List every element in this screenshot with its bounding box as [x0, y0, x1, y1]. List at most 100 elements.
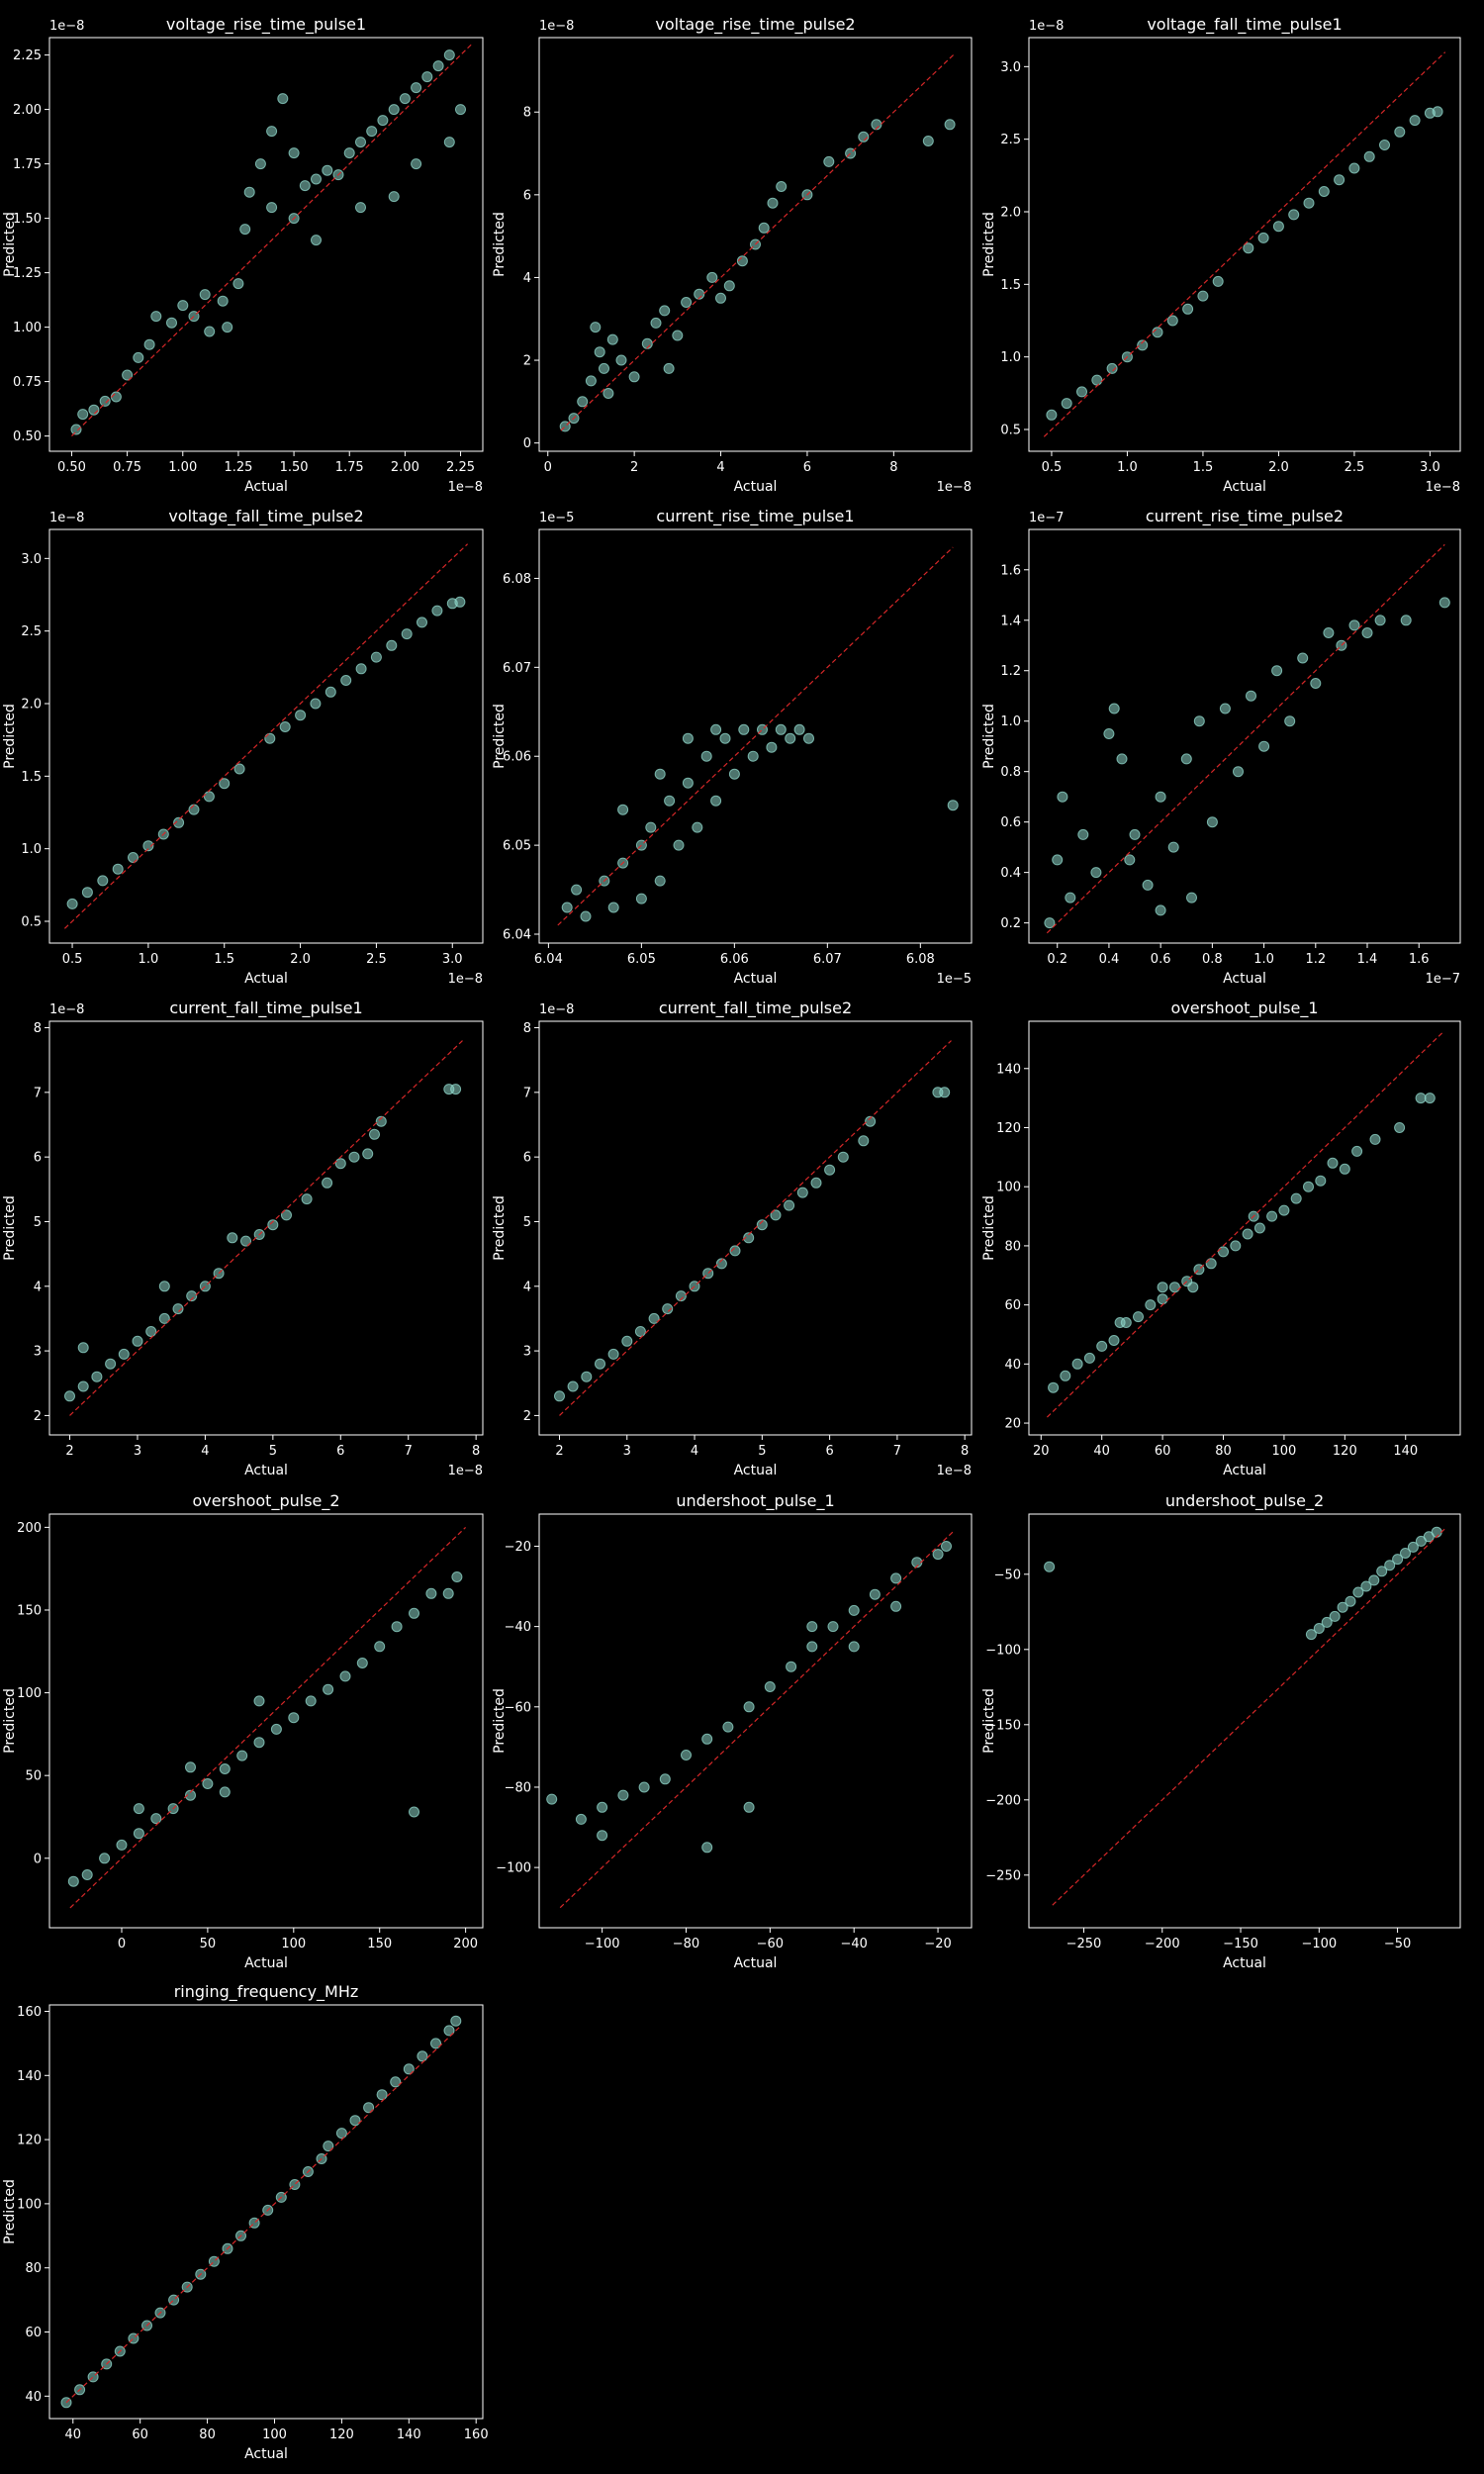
data-point	[710, 795, 722, 807]
x-tick-label: −100	[1301, 1937, 1337, 1951]
y-tick-label: 2.0	[1000, 206, 1021, 221]
x-tick-label: −150	[1223, 1937, 1258, 1951]
y-tick-label: 0	[34, 1852, 42, 1866]
data-point	[1424, 1093, 1436, 1104]
data-point	[1048, 1381, 1060, 1393]
data-point	[355, 663, 367, 675]
x-tick-label: 8	[961, 1444, 969, 1459]
data-point	[1206, 816, 1218, 828]
data-point	[254, 158, 266, 170]
data-point	[1258, 740, 1270, 752]
data-point	[700, 750, 712, 762]
ideal-line	[69, 1040, 463, 1416]
x-tick-label: 2.0	[290, 952, 311, 967]
data-point	[865, 1115, 877, 1127]
data-point	[617, 804, 629, 815]
data-point	[1438, 597, 1450, 609]
data-point	[110, 391, 122, 403]
subplot-title: overshoot_pulse_1	[1170, 999, 1318, 1018]
y-tick-label: 2	[523, 354, 531, 369]
x-offset-label: 1e−8	[937, 480, 972, 495]
y-tick-label: 4	[523, 271, 531, 286]
data-point	[1242, 1228, 1253, 1240]
data-point	[673, 839, 685, 851]
data-point	[267, 1219, 279, 1231]
y-tick-label: 0.8	[1000, 765, 1021, 780]
x-tick-label: 6.04	[534, 952, 563, 967]
data-point	[648, 1312, 660, 1324]
data-point	[806, 1621, 818, 1633]
data-point	[722, 1721, 734, 1733]
data-point	[335, 2128, 347, 2140]
data-point	[681, 297, 693, 308]
data-point	[1288, 209, 1300, 221]
data-point	[370, 651, 382, 663]
x-tick-label: 6.05	[627, 952, 656, 967]
x-tick-label: 120	[1333, 1444, 1357, 1459]
subplot-title: undershoot_pulse_1	[676, 1491, 834, 1511]
subplot-voltage_rise_time_pulse2: 0 2 4 6 8 0 2 4 6 8 voltage_rise_time_pulse2 Actual…	[492, 15, 973, 495]
data-point	[1352, 1586, 1364, 1598]
data-point	[1197, 290, 1209, 302]
data-point	[281, 1209, 292, 1221]
y-tick-label: 2	[34, 1409, 42, 1424]
x-tick-label: 2.5	[1345, 460, 1365, 475]
data-point	[706, 271, 718, 283]
x-tick-label: 1.2	[1305, 952, 1326, 967]
ideal-line	[560, 53, 955, 431]
data-point	[288, 147, 300, 159]
data-point	[1133, 1311, 1144, 1323]
x-tick-label: 1.0	[1253, 952, 1274, 967]
data-point	[1337, 1601, 1348, 1613]
data-point	[1379, 140, 1390, 150]
data-point	[450, 1084, 462, 1095]
data-point	[645, 821, 657, 833]
data-point	[1310, 678, 1322, 689]
y-tick-label: 140	[17, 2069, 42, 2084]
data-point	[621, 1335, 633, 1347]
data-point	[1044, 1561, 1056, 1572]
data-point	[132, 1335, 143, 1347]
x-offset-label: 1e−7	[1426, 972, 1460, 987]
data-point	[133, 1828, 144, 1840]
y-tick-label: 100	[996, 1181, 1021, 1195]
data-point	[311, 173, 322, 185]
x-axis-label: Actual	[1223, 1955, 1266, 1971]
data-point	[824, 1164, 836, 1176]
data-point	[1297, 652, 1309, 664]
data-point	[425, 1587, 437, 1599]
data-point	[743, 1801, 755, 1813]
data-point	[1290, 1192, 1302, 1204]
y-tick-label: 1.25	[13, 266, 42, 281]
data-point	[349, 2115, 361, 2127]
data-point	[1137, 339, 1149, 351]
data-point	[1394, 1122, 1406, 1133]
data-point	[1266, 1210, 1278, 1222]
scatter-series	[1044, 1526, 1442, 1641]
data-point	[217, 295, 229, 307]
x-tick-label: 8	[472, 1444, 480, 1459]
y-tick-label: 1.0	[1000, 350, 1021, 365]
data-point	[1339, 1163, 1350, 1175]
axes-frame	[1028, 528, 1461, 944]
data-point	[232, 278, 244, 290]
data-point	[603, 388, 614, 399]
data-point	[806, 1641, 818, 1653]
data-point	[635, 893, 647, 904]
data-point	[301, 1193, 313, 1205]
x-tick-label: 1.5	[1193, 460, 1214, 475]
y-offset-label: 1e−8	[49, 1002, 84, 1017]
x-offset-label: 1e−8	[448, 1464, 483, 1478]
x-tick-label: 40	[1093, 1444, 1110, 1459]
data-point	[1230, 1240, 1242, 1252]
y-tick-label: −80	[505, 1780, 531, 1795]
data-point	[122, 369, 134, 381]
x-tick-label: 2.5	[366, 952, 387, 967]
data-point	[99, 395, 111, 407]
x-tick-label: 6.08	[906, 952, 935, 967]
ideal-line	[559, 1040, 952, 1416]
data-point	[747, 750, 759, 762]
data-point	[322, 1177, 333, 1189]
data-point	[1108, 703, 1120, 714]
data-point	[650, 317, 662, 329]
